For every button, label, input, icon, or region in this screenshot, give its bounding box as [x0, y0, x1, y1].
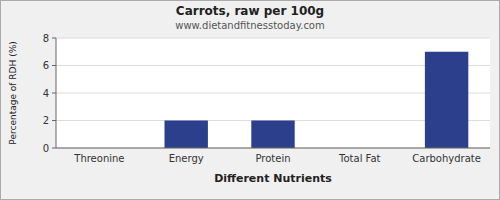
y-tick-label: 2	[43, 115, 49, 126]
y-axis-line	[56, 38, 57, 148]
grid-line	[56, 148, 490, 149]
x-tick-label: Total Fat	[338, 153, 380, 164]
background	[1, 1, 500, 200]
bar	[425, 52, 468, 148]
x-axis-line	[56, 148, 490, 149]
x-tick-label: Threonine	[73, 153, 124, 164]
y-tick	[52, 93, 56, 94]
y-tick-label: 8	[43, 33, 49, 44]
y-tick-label: 0	[43, 143, 49, 154]
chart-container: Carrots, raw per 100g www.dietandfitnesst…	[0, 0, 500, 200]
subtitle: www.dietandfitnesstoday.com	[175, 20, 324, 31]
title: Carrots, raw per 100g	[176, 4, 324, 18]
y-tick-label: 6	[43, 60, 49, 71]
x-tick-label: Carbohydrate	[412, 153, 481, 164]
bar	[165, 121, 208, 149]
x-axis-label: Different Nutrients	[214, 172, 332, 185]
y-tick-label: 4	[43, 88, 49, 99]
x-tick-label: Energy	[169, 153, 204, 164]
y-tick	[52, 148, 56, 149]
y-tick	[52, 120, 56, 121]
y-tick	[52, 65, 56, 66]
grid	[56, 38, 490, 148]
y-tick	[52, 38, 56, 39]
chart-svg: Carrots, raw per 100g www.dietandfitnesst…	[0, 0, 500, 200]
grid-line	[56, 38, 490, 39]
bars	[165, 52, 469, 148]
x-tick-label: Protein	[255, 153, 290, 164]
plot-background	[56, 38, 490, 148]
bar	[251, 121, 294, 149]
y-axis-label: Percentage of RDH (%)	[8, 41, 18, 144]
